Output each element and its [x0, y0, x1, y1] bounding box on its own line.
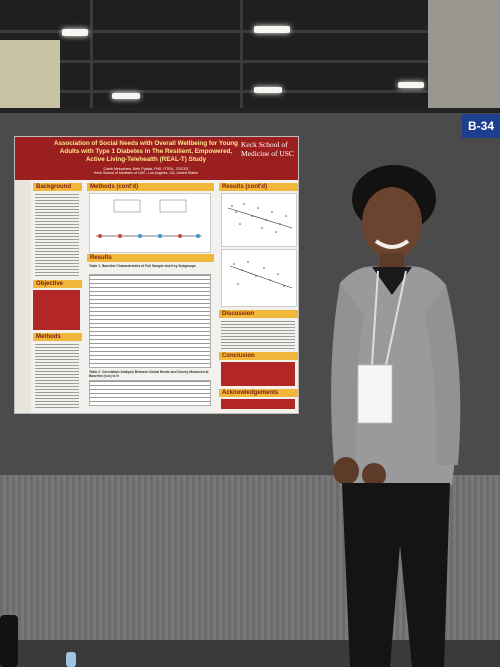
poster-side-strip — [15, 137, 31, 413]
section-results-cont: Results (cont'd) — [219, 183, 298, 191]
ceiling-light — [254, 26, 290, 33]
hand — [362, 463, 386, 487]
section-background: Background — [33, 183, 82, 191]
pillar — [428, 0, 500, 112]
poster-author-line: Caleb Mekachew, Beth Pyatak, PhD, OTR/L,… — [103, 167, 189, 171]
table2-title: Table 2. Correlation Analysis Between So… — [89, 370, 209, 378]
background-text — [35, 194, 79, 276]
poster-logo: Keck School of Medicine of USC — [241, 140, 294, 158]
section-methods-cont: Methods (cont'd) — [87, 183, 214, 191]
ceiling-light — [62, 29, 88, 36]
conclusion-box — [221, 362, 295, 386]
poster-banner — [15, 137, 298, 180]
section-objective: Objective — [33, 280, 82, 288]
booth-sign: B-34 — [462, 114, 500, 138]
presenter — [331, 165, 461, 667]
table1 — [89, 274, 211, 368]
ceiling-light — [398, 82, 424, 88]
section-acknowledgements: Acknowledgements — [219, 389, 298, 397]
hand — [333, 457, 359, 485]
bag — [0, 615, 18, 667]
section-methods: Methods — [33, 333, 82, 341]
panel-frame — [0, 108, 500, 114]
scatter-plot-2 — [221, 249, 297, 307]
section-conclusion: Conclusion — [219, 352, 298, 360]
ceiling — [0, 0, 500, 112]
section-results: Results — [87, 254, 214, 262]
poster-title: Association of Social Needs with Overall… — [53, 140, 239, 163]
water-bottle — [66, 652, 76, 667]
timeline-diagram — [96, 199, 202, 238]
discussion-text — [221, 321, 295, 349]
poster-authors: Caleb Mekachew, Beth Pyatak, PhD, OTR/L,… — [51, 167, 241, 175]
methods-diagram — [89, 193, 211, 253]
ceiling-light — [254, 87, 282, 93]
methods-text — [35, 344, 79, 410]
table2 — [89, 380, 211, 406]
black-pants — [342, 483, 450, 667]
poster: Association of Social Needs with Overall… — [15, 137, 298, 413]
poster-affiliation: Keck School of Medicine of USC, Los Ange… — [93, 171, 199, 175]
table1-title: Table 1. Baseline Characteristics of Ful… — [89, 264, 196, 268]
wall — [0, 40, 60, 112]
objective-box — [33, 290, 80, 330]
ceiling-light — [112, 93, 140, 99]
section-discussion: Discussion — [219, 310, 298, 318]
name-badge — [357, 364, 393, 424]
scatter-plot-1 — [221, 193, 297, 247]
acknowledgements-box — [221, 399, 295, 409]
